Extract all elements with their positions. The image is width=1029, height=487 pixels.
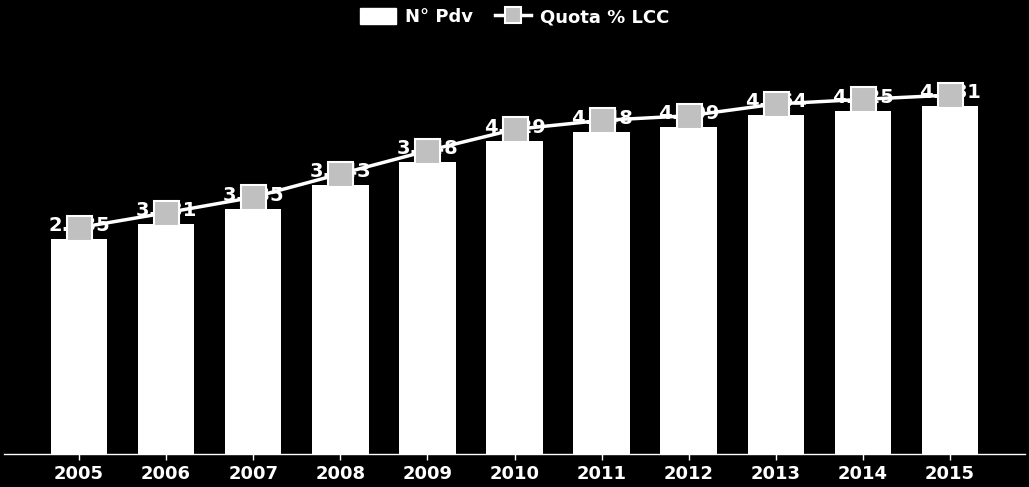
Text: 4.129: 4.129 bbox=[484, 118, 545, 137]
Bar bbox=[661, 127, 717, 454]
Text: 3.235: 3.235 bbox=[222, 186, 284, 205]
Bar bbox=[224, 209, 282, 454]
Text: 2.835: 2.835 bbox=[48, 216, 110, 235]
Text: 3.543: 3.543 bbox=[310, 162, 371, 181]
Bar bbox=[835, 111, 891, 454]
Bar bbox=[747, 115, 805, 454]
Bar bbox=[922, 107, 979, 454]
Text: 4.464: 4.464 bbox=[745, 92, 807, 111]
Text: 4.248: 4.248 bbox=[571, 109, 633, 128]
Bar bbox=[573, 132, 630, 454]
Text: 4.309: 4.309 bbox=[659, 104, 719, 123]
Bar bbox=[486, 141, 543, 454]
Text: 3.848: 3.848 bbox=[396, 139, 458, 158]
Text: 4.581: 4.581 bbox=[919, 83, 981, 102]
Bar bbox=[138, 224, 194, 454]
Bar bbox=[312, 186, 368, 454]
Bar bbox=[50, 239, 107, 454]
Legend: N° Pdv, Quota % LCC: N° Pdv, Quota % LCC bbox=[353, 1, 676, 34]
Text: 3.031: 3.031 bbox=[135, 201, 197, 220]
Text: 4.525: 4.525 bbox=[832, 88, 894, 107]
Bar bbox=[399, 162, 456, 454]
